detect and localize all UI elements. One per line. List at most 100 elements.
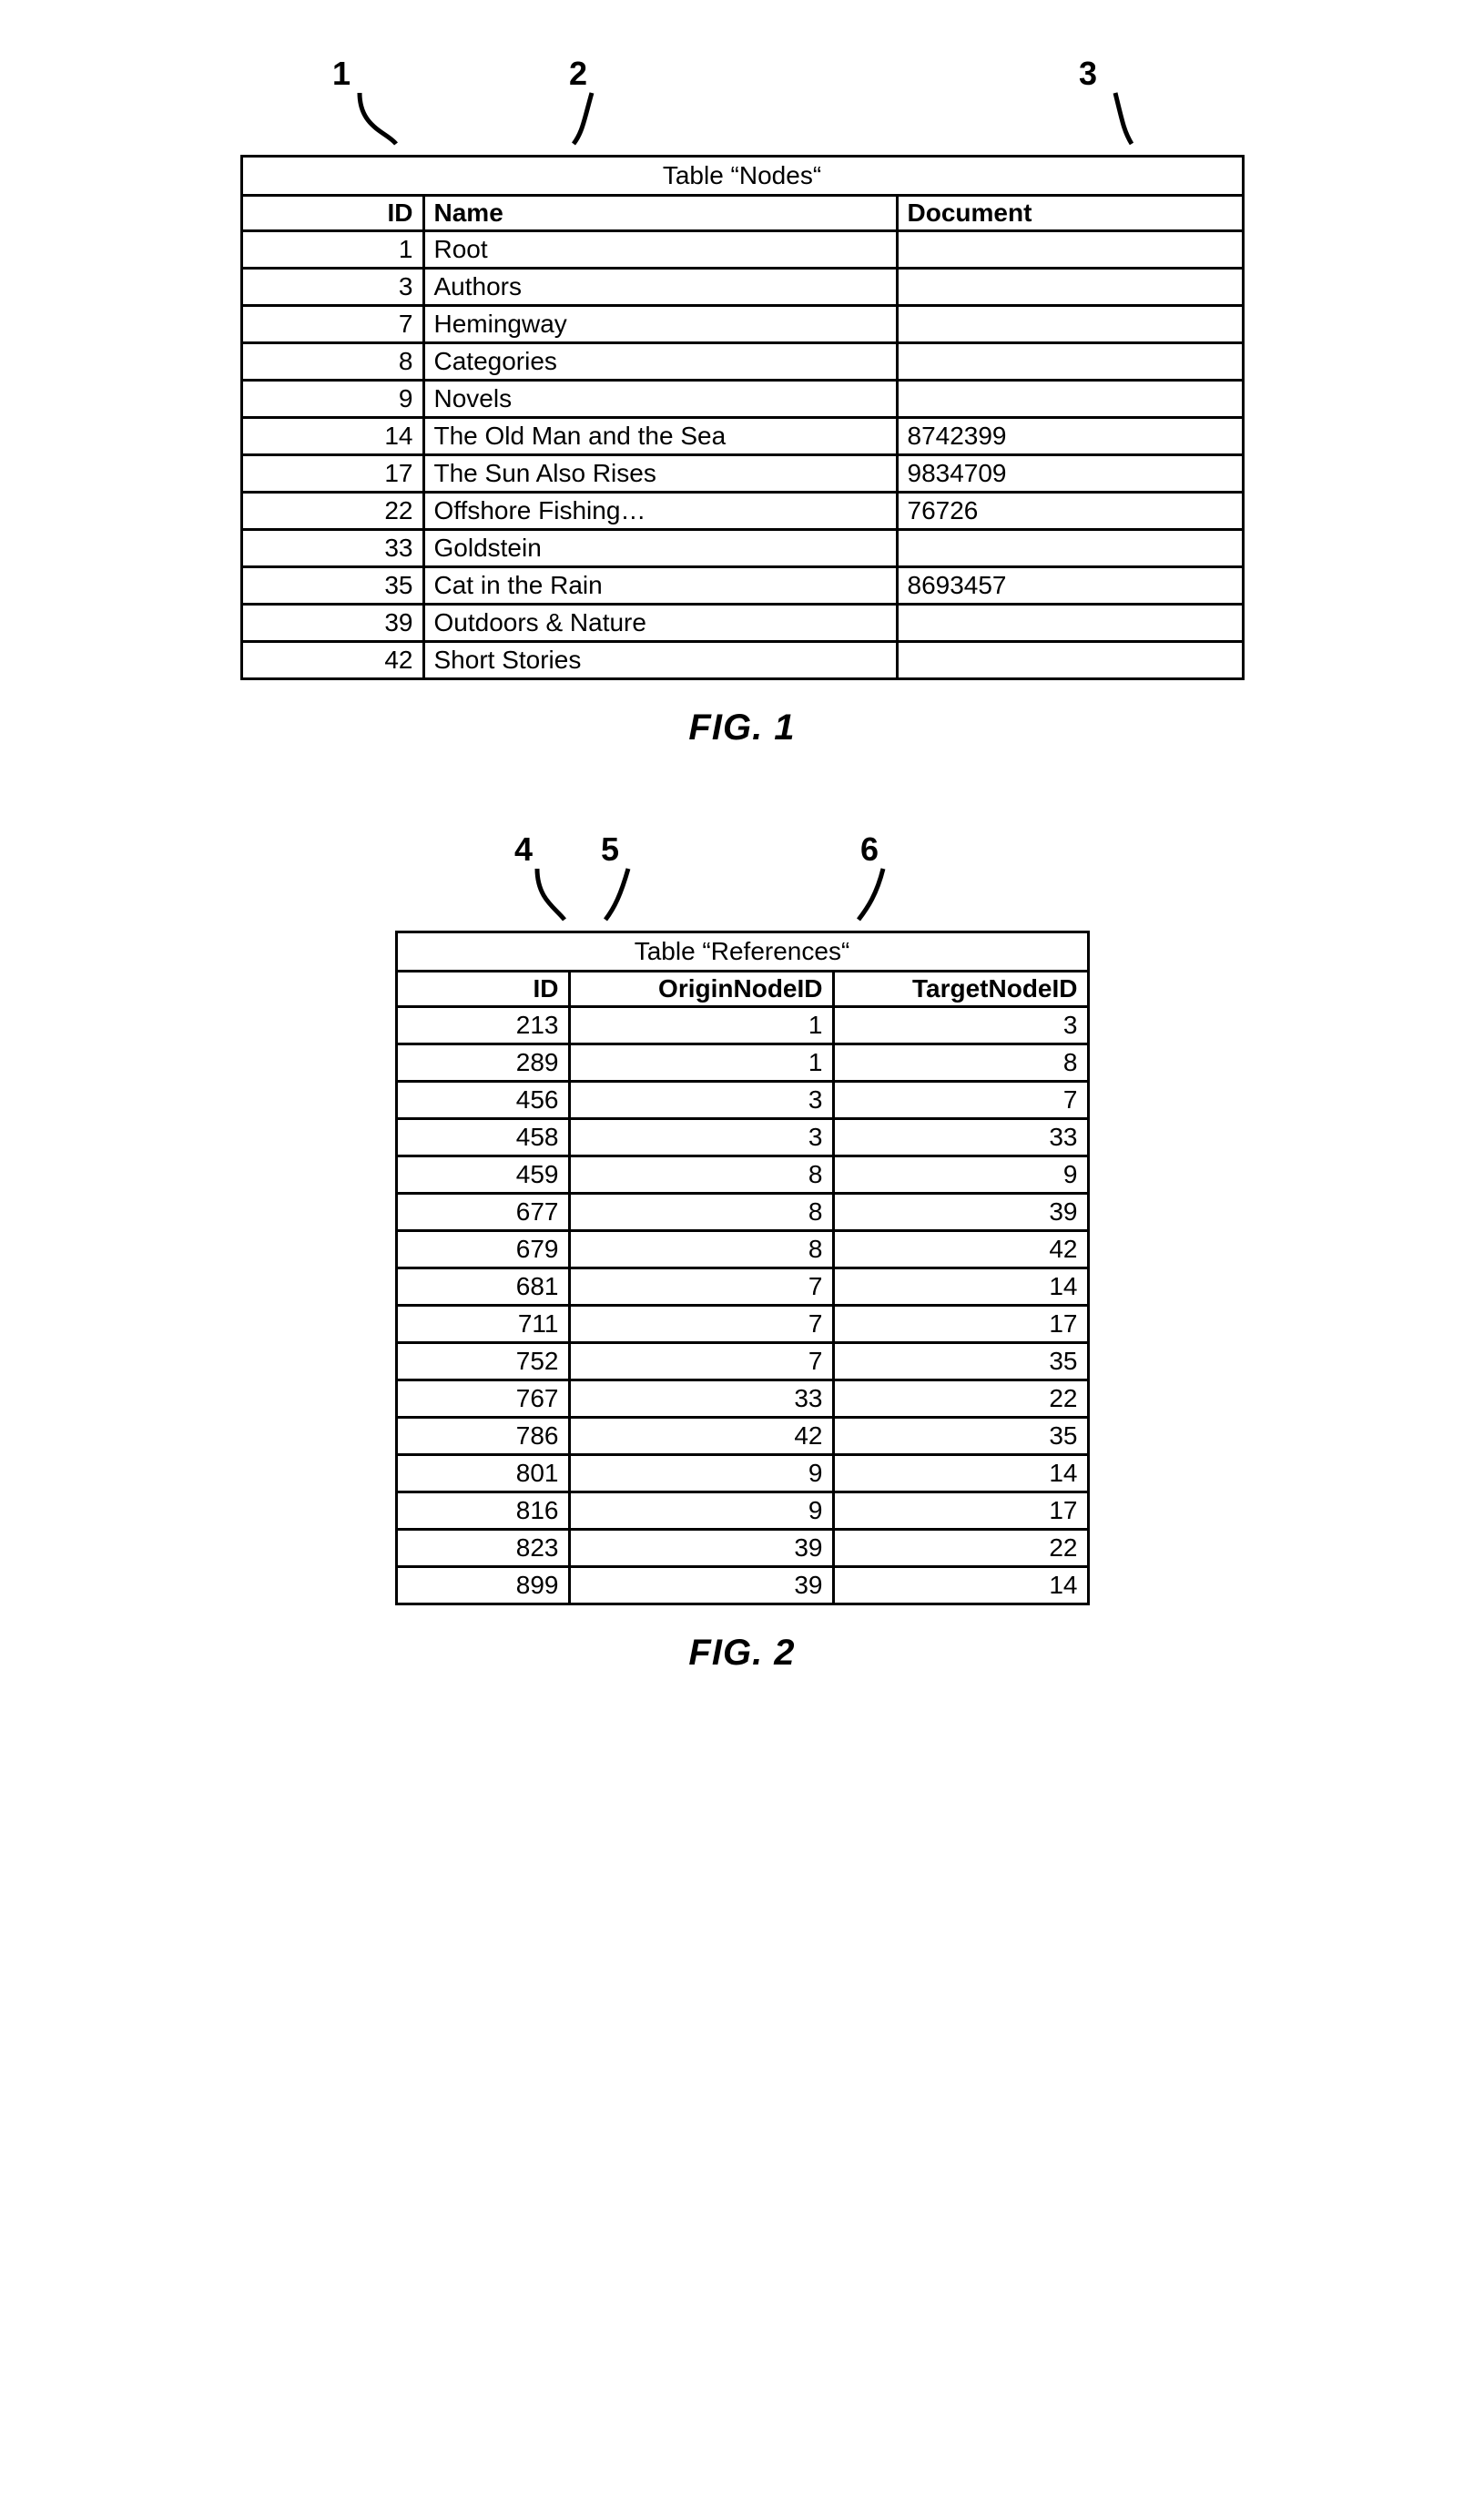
col-target: TargetNodeID: [833, 972, 1088, 1007]
table-cell: 22: [833, 1380, 1088, 1418]
table-cell: 42: [241, 642, 423, 679]
table-cell: 39: [833, 1194, 1088, 1231]
table-cell: Short Stories: [423, 642, 897, 679]
col-id: ID: [396, 972, 569, 1007]
table-cell: 3: [569, 1082, 833, 1119]
table-cell: 33: [833, 1119, 1088, 1156]
table-header-row: ID Name Document: [241, 196, 1243, 231]
table-cell: Hemingway: [423, 306, 897, 343]
table-cell: Categories: [423, 343, 897, 381]
table-row: 28918: [396, 1044, 1088, 1082]
table-cell: 3: [569, 1119, 833, 1156]
table-cell: [897, 231, 1243, 269]
references-table: Table “References“ ID OriginNodeID Targe…: [395, 931, 1090, 1605]
table-cell: Goldstein: [423, 530, 897, 567]
table-cell: 39: [569, 1567, 833, 1604]
table-cell: 7: [833, 1082, 1088, 1119]
table-row: 39Outdoors & Nature: [241, 605, 1243, 642]
callouts-fig1: 1 2 3: [241, 55, 1243, 155]
table-row: 681714: [396, 1268, 1088, 1306]
table-cell: The Old Man and the Sea: [423, 418, 897, 455]
table-row: 7Hemingway: [241, 306, 1243, 343]
table-cell: [897, 343, 1243, 381]
callouts-fig2: 4 5 6: [396, 830, 1088, 931]
table-row: 8993914: [396, 1567, 1088, 1604]
table-cell: Authors: [423, 269, 897, 306]
table-cell: 679: [396, 1231, 569, 1268]
table-title: Table “References“: [396, 932, 1088, 972]
table-row: 33Goldstein: [241, 530, 1243, 567]
table-cell: [897, 381, 1243, 418]
table-row: 816917: [396, 1492, 1088, 1530]
table-row: 679842: [396, 1231, 1088, 1268]
table-cell: [897, 269, 1243, 306]
table-row: 8233922: [396, 1530, 1088, 1567]
table-cell: 22: [241, 493, 423, 530]
col-id: ID: [241, 196, 423, 231]
table-cell: Outdoors & Nature: [423, 605, 897, 642]
table-cell: 35: [833, 1418, 1088, 1455]
callout-1: 1: [332, 55, 351, 93]
table-cell: 7: [241, 306, 423, 343]
table-cell: 7: [569, 1306, 833, 1343]
table-2-wrap: 4 5 6 Table “References“ ID OriginNodeID…: [395, 830, 1090, 1605]
table-cell: [897, 530, 1243, 567]
table-cell: 35: [833, 1343, 1088, 1380]
callout-5: 5: [601, 830, 619, 869]
table-cell: Cat in the Rain: [423, 567, 897, 605]
table-row: 14The Old Man and the Sea8742399: [241, 418, 1243, 455]
table-cell: [897, 642, 1243, 679]
table-cell: 9: [569, 1492, 833, 1530]
table-cell: 17: [241, 455, 423, 493]
table-cell: [897, 306, 1243, 343]
table-cell: 9834709: [897, 455, 1243, 493]
table-cell: 14: [241, 418, 423, 455]
callout-2-hook-icon: [564, 91, 619, 146]
callout-5-hook-icon: [601, 867, 656, 921]
table-row: 17The Sun Also Rises9834709: [241, 455, 1243, 493]
table-title-row: Table “Nodes“: [241, 157, 1243, 196]
col-origin: OriginNodeID: [569, 972, 833, 1007]
table-cell: 816: [396, 1492, 569, 1530]
table-cell: [897, 605, 1243, 642]
table-cell: 458: [396, 1119, 569, 1156]
table-row: 21313: [396, 1007, 1088, 1044]
figure-2: 4 5 6 Table “References“ ID OriginNodeID…: [73, 830, 1411, 1674]
table-header-row: ID OriginNodeID TargetNodeID: [396, 972, 1088, 1007]
callout-3: 3: [1079, 55, 1097, 93]
table-cell: 8742399: [897, 418, 1243, 455]
table-cell: 9: [241, 381, 423, 418]
table-cell: 8: [569, 1194, 833, 1231]
table-row: 42Short Stories: [241, 642, 1243, 679]
table-cell: 289: [396, 1044, 569, 1082]
table-1-wrap: 1 2 3 Table “Nodes“ ID Name Document 1Ro…: [240, 55, 1245, 680]
callout-6: 6: [860, 830, 879, 869]
table-cell: 14: [833, 1567, 1088, 1604]
table-row: 8Categories: [241, 343, 1243, 381]
table-cell: 17: [833, 1492, 1088, 1530]
table-row: 45637: [396, 1082, 1088, 1119]
callout-3-hook-icon: [1079, 91, 1133, 146]
table-cell: 14: [833, 1455, 1088, 1492]
table-cell: 17: [833, 1306, 1088, 1343]
table-cell: 9: [833, 1156, 1088, 1194]
table-cell: 3: [241, 269, 423, 306]
table-cell: 711: [396, 1306, 569, 1343]
callout-1-hook-icon: [351, 91, 405, 146]
table-row: 1Root: [241, 231, 1243, 269]
table-cell: Root: [423, 231, 897, 269]
table-cell: 1: [569, 1007, 833, 1044]
callout-4-hook-icon: [523, 867, 578, 921]
table-cell: 8: [241, 343, 423, 381]
table-cell: The Sun Also Rises: [423, 455, 897, 493]
callout-2: 2: [569, 55, 587, 93]
table-cell: 33: [241, 530, 423, 567]
table-cell: 22: [833, 1530, 1088, 1567]
table-row: 752735: [396, 1343, 1088, 1380]
table-cell: 801: [396, 1455, 569, 1492]
table-row: 9Novels: [241, 381, 1243, 418]
table-cell: 3: [833, 1007, 1088, 1044]
table-cell: 752: [396, 1343, 569, 1380]
table-cell: 39: [569, 1530, 833, 1567]
table-row: 711717: [396, 1306, 1088, 1343]
